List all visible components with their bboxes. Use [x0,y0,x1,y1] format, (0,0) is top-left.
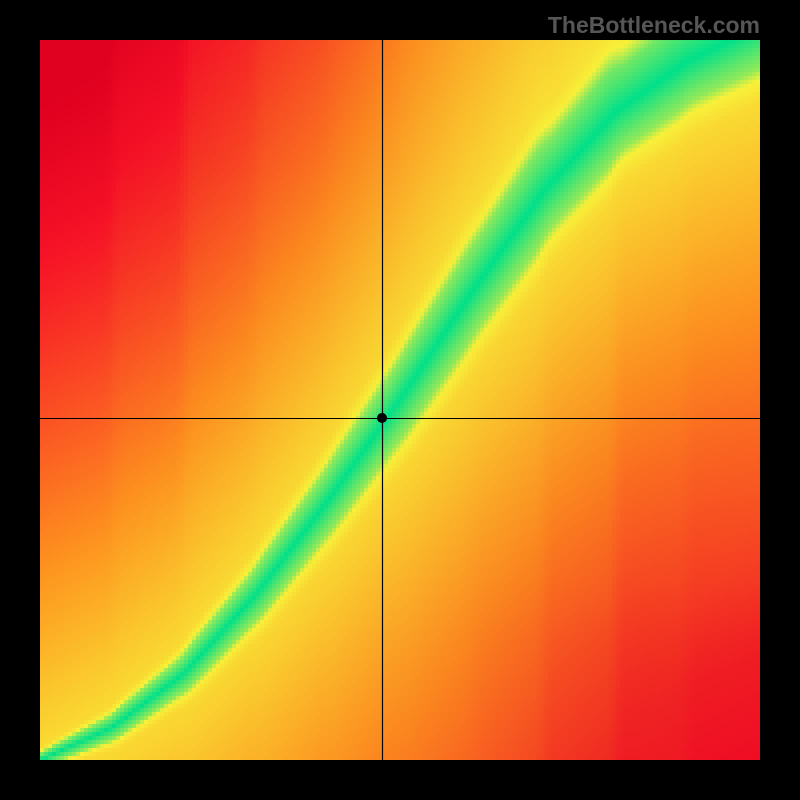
crosshair-overlay [40,40,760,760]
watermark-text: TheBottleneck.com [548,12,760,39]
